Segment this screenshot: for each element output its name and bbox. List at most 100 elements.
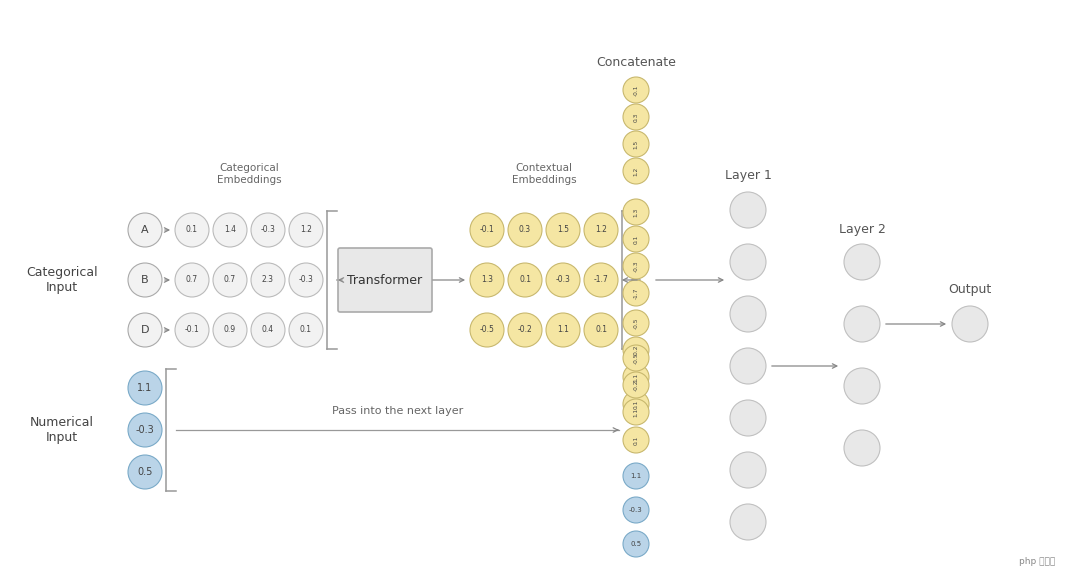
Text: 1.1: 1.1 (634, 373, 638, 381)
Circle shape (213, 263, 247, 297)
Text: Contextual
Embeddings: Contextual Embeddings (512, 164, 577, 185)
Circle shape (508, 263, 542, 297)
Circle shape (251, 263, 285, 297)
Circle shape (508, 213, 542, 247)
Text: 1.5: 1.5 (557, 225, 569, 235)
Text: php 中文网: php 中文网 (1018, 558, 1055, 566)
Text: 0.7: 0.7 (186, 276, 198, 284)
Text: 1.3: 1.3 (481, 276, 492, 284)
Text: Layer 1: Layer 1 (725, 169, 771, 182)
Text: Output: Output (948, 283, 991, 297)
Circle shape (175, 263, 210, 297)
Text: -0.2: -0.2 (517, 325, 532, 335)
Circle shape (623, 280, 649, 306)
Circle shape (730, 504, 766, 540)
Text: 1.5: 1.5 (634, 140, 638, 148)
Circle shape (584, 213, 618, 247)
Text: 0.5: 0.5 (631, 541, 642, 547)
Circle shape (129, 371, 162, 405)
Text: -0.1: -0.1 (185, 325, 200, 335)
Circle shape (546, 313, 580, 347)
Text: 0.5: 0.5 (137, 467, 152, 477)
Circle shape (251, 213, 285, 247)
Text: 0.1: 0.1 (300, 325, 312, 335)
Text: 0.4: 0.4 (262, 325, 274, 335)
Text: Categorical
Embeddings: Categorical Embeddings (217, 164, 281, 185)
Circle shape (623, 345, 649, 371)
Text: 0.3: 0.3 (634, 112, 638, 121)
Text: -0.3: -0.3 (260, 225, 275, 235)
Circle shape (623, 427, 649, 453)
Circle shape (623, 531, 649, 557)
Circle shape (623, 497, 649, 523)
Text: -0.5: -0.5 (634, 317, 638, 329)
Circle shape (251, 313, 285, 347)
Circle shape (129, 413, 162, 447)
Circle shape (289, 213, 323, 247)
Circle shape (129, 263, 162, 297)
Circle shape (623, 364, 649, 390)
Text: -0.5: -0.5 (634, 352, 638, 364)
Text: -0.1: -0.1 (480, 225, 495, 235)
Circle shape (843, 306, 880, 342)
Text: Numerical
Input: Numerical Input (30, 416, 94, 444)
Circle shape (470, 263, 504, 297)
Circle shape (730, 244, 766, 280)
Circle shape (623, 131, 649, 157)
Circle shape (730, 452, 766, 488)
Circle shape (730, 348, 766, 384)
Text: Concatenate: Concatenate (596, 55, 676, 68)
Text: -1.7: -1.7 (594, 276, 608, 284)
Circle shape (584, 313, 618, 347)
Circle shape (129, 213, 162, 247)
Circle shape (730, 296, 766, 332)
Text: D: D (140, 325, 149, 335)
Text: 1.4: 1.4 (224, 225, 237, 235)
Text: -0.2: -0.2 (634, 344, 638, 356)
Text: -0.1: -0.1 (634, 84, 638, 96)
Text: A: A (141, 225, 149, 235)
Text: 1.1: 1.1 (634, 408, 638, 416)
Text: -0.3: -0.3 (630, 507, 643, 513)
Circle shape (623, 104, 649, 130)
Circle shape (584, 263, 618, 297)
Circle shape (508, 313, 542, 347)
Circle shape (289, 313, 323, 347)
Text: -0.5: -0.5 (480, 325, 495, 335)
Text: Categorical
Input: Categorical Input (26, 266, 98, 294)
Circle shape (623, 372, 649, 398)
Text: -0.3: -0.3 (136, 425, 154, 435)
Circle shape (289, 263, 323, 297)
Circle shape (623, 226, 649, 252)
Text: 1.1: 1.1 (631, 473, 642, 479)
Text: 1.3: 1.3 (634, 207, 638, 217)
FancyBboxPatch shape (338, 248, 432, 312)
Circle shape (546, 263, 580, 297)
Circle shape (546, 213, 580, 247)
Text: 0.1: 0.1 (634, 436, 638, 444)
Circle shape (623, 391, 649, 417)
Circle shape (213, 313, 247, 347)
Text: 0.1: 0.1 (634, 234, 638, 244)
Text: 0.1: 0.1 (519, 276, 531, 284)
Circle shape (129, 455, 162, 489)
Circle shape (623, 337, 649, 363)
Circle shape (730, 400, 766, 436)
Text: 1.2: 1.2 (595, 225, 607, 235)
Circle shape (623, 77, 649, 103)
Text: -0.3: -0.3 (298, 276, 313, 284)
Circle shape (843, 430, 880, 466)
Text: Pass into the next layer: Pass into the next layer (332, 406, 463, 416)
Text: B: B (141, 275, 149, 285)
Text: 0.3: 0.3 (518, 225, 531, 235)
Text: 2.3: 2.3 (262, 276, 274, 284)
Text: 0.1: 0.1 (634, 399, 638, 409)
Circle shape (470, 313, 504, 347)
Circle shape (730, 192, 766, 228)
Circle shape (623, 310, 649, 336)
Circle shape (175, 313, 210, 347)
Circle shape (623, 199, 649, 225)
Text: Layer 2: Layer 2 (838, 224, 886, 237)
Text: -1.7: -1.7 (634, 287, 638, 298)
Text: 0.9: 0.9 (224, 325, 237, 335)
